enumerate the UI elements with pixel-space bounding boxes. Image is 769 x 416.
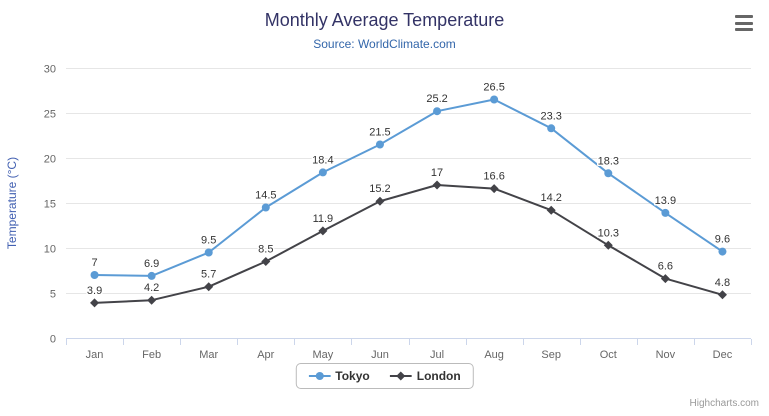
y-tick-label: 25 — [44, 109, 56, 121]
x-axis-label: Oct — [600, 349, 617, 361]
data-point-marker[interactable] — [375, 140, 384, 149]
circle-marker-icon — [308, 372, 331, 380]
data-label: 25.2 — [426, 93, 447, 105]
series-line-tokyo — [93, 98, 724, 277]
data-point-marker[interactable] — [660, 274, 670, 284]
credits-link[interactable]: Highcharts.com — [689, 398, 759, 409]
data-point-marker[interactable] — [261, 257, 271, 266]
y-tick-label: 20 — [44, 154, 56, 166]
x-axis-label: Jan — [86, 349, 104, 361]
series-line-london — [93, 184, 724, 304]
data-point-marker[interactable] — [489, 184, 499, 194]
x-axis-label: Sep — [541, 349, 561, 361]
x-axis-label: Aug — [484, 349, 504, 361]
legend: Tokyo London — [295, 363, 474, 389]
hamburger-icon — [735, 15, 753, 18]
x-axis-label: Feb — [142, 349, 161, 361]
x-axis-label: May — [312, 349, 333, 361]
data-point-marker[interactable] — [717, 290, 727, 300]
data-label: 14.2 — [540, 192, 561, 204]
data-label: 4.2 — [144, 282, 159, 294]
data-point-marker[interactable] — [603, 240, 613, 250]
y-tick-label: 15 — [44, 199, 56, 211]
data-label: 9.5 — [201, 235, 216, 247]
data-point-marker[interactable] — [718, 247, 727, 256]
data-label: 17 — [431, 167, 443, 179]
data-label: 6.9 — [144, 258, 159, 270]
data-label: 13.9 — [655, 195, 676, 207]
data-point-marker[interactable] — [546, 205, 556, 215]
legend-item-tokyo[interactable]: Tokyo — [308, 369, 370, 383]
data-label: 15.2 — [369, 183, 390, 195]
data-point-marker[interactable] — [432, 180, 442, 190]
x-axis-label: Jun — [371, 349, 389, 361]
y-tick-label: 0 — [50, 334, 56, 346]
data-point-marker[interactable] — [147, 295, 157, 305]
data-label: 18.4 — [312, 154, 333, 166]
data-label: 6.6 — [658, 261, 673, 273]
data-label: 23.3 — [540, 110, 561, 122]
data-label: 5.7 — [201, 269, 216, 281]
data-label: 4.8 — [715, 277, 730, 289]
data-point-marker[interactable] — [147, 271, 156, 280]
data-label: 26.5 — [483, 82, 504, 94]
x-axis-label: Dec — [713, 349, 733, 361]
data-label: 18.3 — [598, 155, 619, 167]
data-point-marker[interactable] — [261, 203, 270, 212]
legend-item-london[interactable]: London — [389, 369, 461, 383]
data-point-marker[interactable] — [547, 124, 556, 133]
data-label: 14.5 — [255, 190, 276, 202]
x-axis-label: Nov — [656, 349, 676, 361]
data-point-marker[interactable] — [90, 298, 100, 308]
export-menu-button[interactable] — [731, 12, 757, 34]
y-tick-label: 30 — [44, 64, 56, 76]
data-point-marker[interactable] — [204, 248, 213, 257]
x-axis-label: Jul — [430, 349, 444, 361]
data-point-marker[interactable] — [661, 208, 670, 217]
chart-title: Monthly Average Temperature — [264, 10, 505, 30]
x-axis-label: Apr — [257, 349, 274, 361]
y-tick-label: 10 — [44, 244, 56, 256]
data-point-marker[interactable] — [490, 95, 499, 104]
data-point-marker[interactable] — [318, 226, 328, 236]
chart-subtitle: Source: WorldClimate.com — [313, 37, 456, 51]
data-label: 8.5 — [258, 244, 273, 256]
legend-label: London — [416, 369, 461, 383]
data-label: 3.9 — [87, 285, 102, 297]
legend-label: Tokyo — [335, 369, 370, 383]
data-point-marker[interactable] — [318, 168, 327, 177]
y-tick-label: 5 — [50, 289, 56, 301]
data-label: 16.6 — [483, 171, 504, 183]
data-point-marker[interactable] — [604, 169, 613, 178]
data-point-marker[interactable] — [90, 271, 99, 279]
x-axis-label: Mar — [199, 349, 218, 361]
data-label: 21.5 — [369, 127, 390, 139]
data-label: 10.3 — [598, 227, 619, 239]
hamburger-icon — [735, 28, 753, 31]
data-label: 9.6 — [715, 234, 730, 246]
y-axis-title: Temperature (°C) — [5, 157, 19, 249]
data-point-marker[interactable] — [375, 196, 385, 206]
data-label: 7 — [91, 257, 97, 269]
data-point-marker[interactable] — [204, 282, 214, 292]
data-point-marker[interactable] — [433, 107, 442, 116]
data-label: 11.9 — [313, 213, 334, 225]
diamond-marker-icon — [389, 371, 412, 381]
hamburger-icon — [735, 21, 753, 25]
